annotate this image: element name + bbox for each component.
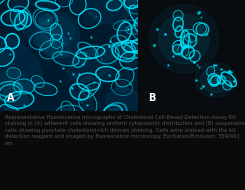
Ellipse shape [87, 0, 135, 24]
Ellipse shape [199, 26, 206, 32]
Ellipse shape [40, 16, 75, 46]
Ellipse shape [195, 63, 236, 97]
Ellipse shape [183, 35, 187, 44]
Ellipse shape [17, 14, 70, 56]
Ellipse shape [17, 15, 25, 26]
Ellipse shape [124, 55, 138, 66]
Ellipse shape [120, 26, 129, 38]
Ellipse shape [4, 108, 17, 119]
Ellipse shape [183, 39, 188, 44]
Ellipse shape [107, 109, 119, 119]
Ellipse shape [149, 5, 219, 73]
Ellipse shape [73, 0, 83, 11]
Ellipse shape [177, 29, 181, 35]
Ellipse shape [8, 37, 16, 46]
Ellipse shape [192, 53, 197, 59]
Ellipse shape [38, 13, 53, 26]
Ellipse shape [196, 26, 203, 32]
Ellipse shape [3, 88, 16, 98]
Ellipse shape [212, 78, 218, 84]
Ellipse shape [39, 14, 52, 25]
Ellipse shape [129, 41, 145, 49]
Ellipse shape [100, 70, 114, 78]
Ellipse shape [118, 22, 131, 29]
Ellipse shape [133, 10, 143, 22]
Ellipse shape [34, 78, 42, 85]
Ellipse shape [137, 24, 151, 36]
Ellipse shape [34, 35, 49, 46]
Ellipse shape [0, 71, 34, 110]
Ellipse shape [121, 46, 139, 55]
Ellipse shape [44, 44, 58, 55]
Ellipse shape [116, 82, 128, 92]
Ellipse shape [83, 13, 96, 25]
Ellipse shape [58, 55, 74, 63]
Ellipse shape [186, 37, 193, 44]
Ellipse shape [225, 76, 233, 83]
Ellipse shape [67, 48, 118, 82]
Ellipse shape [39, 85, 53, 93]
Ellipse shape [6, 13, 20, 23]
Ellipse shape [82, 77, 96, 87]
Ellipse shape [40, 3, 55, 9]
Ellipse shape [0, 38, 42, 91]
Ellipse shape [213, 78, 218, 82]
Ellipse shape [64, 105, 72, 116]
Ellipse shape [11, 95, 28, 105]
Ellipse shape [209, 69, 213, 74]
Text: B: B [148, 93, 156, 103]
Ellipse shape [53, 37, 60, 46]
Ellipse shape [108, 107, 122, 118]
Ellipse shape [185, 49, 191, 55]
Ellipse shape [106, 88, 142, 115]
Ellipse shape [128, 0, 141, 10]
Ellipse shape [116, 46, 130, 58]
Ellipse shape [211, 76, 216, 82]
Ellipse shape [0, 39, 2, 49]
Ellipse shape [135, 44, 146, 53]
Ellipse shape [159, 14, 209, 64]
Ellipse shape [82, 49, 99, 56]
Ellipse shape [119, 71, 130, 83]
Ellipse shape [59, 0, 69, 4]
Ellipse shape [74, 87, 85, 97]
Ellipse shape [14, 11, 27, 24]
Ellipse shape [138, 20, 149, 30]
Ellipse shape [110, 1, 119, 8]
Ellipse shape [225, 83, 229, 88]
Text: Representative fluorescence micrographs of Cholesterol Cell-Based Detection Assa: Representative fluorescence micrographs … [5, 115, 245, 146]
Ellipse shape [219, 78, 223, 82]
Ellipse shape [22, 15, 29, 24]
Ellipse shape [61, 109, 79, 120]
Ellipse shape [181, 47, 186, 53]
Ellipse shape [175, 44, 181, 50]
Ellipse shape [76, 55, 84, 64]
Ellipse shape [175, 47, 180, 52]
Ellipse shape [82, 96, 93, 110]
Text: A: A [7, 93, 14, 103]
Ellipse shape [52, 27, 60, 37]
Ellipse shape [129, 27, 138, 32]
Ellipse shape [117, 45, 131, 56]
Ellipse shape [114, 37, 123, 43]
Ellipse shape [127, 0, 135, 6]
Ellipse shape [2, 85, 17, 94]
Ellipse shape [176, 13, 181, 18]
Ellipse shape [125, 43, 136, 50]
Ellipse shape [82, 45, 94, 55]
Ellipse shape [200, 68, 231, 93]
Ellipse shape [176, 21, 181, 28]
Ellipse shape [37, 12, 80, 58]
Ellipse shape [18, 82, 31, 91]
Ellipse shape [100, 48, 114, 60]
Ellipse shape [83, 86, 95, 96]
Ellipse shape [10, 70, 18, 77]
Ellipse shape [12, 0, 24, 8]
Ellipse shape [187, 33, 194, 39]
Ellipse shape [0, 52, 10, 63]
